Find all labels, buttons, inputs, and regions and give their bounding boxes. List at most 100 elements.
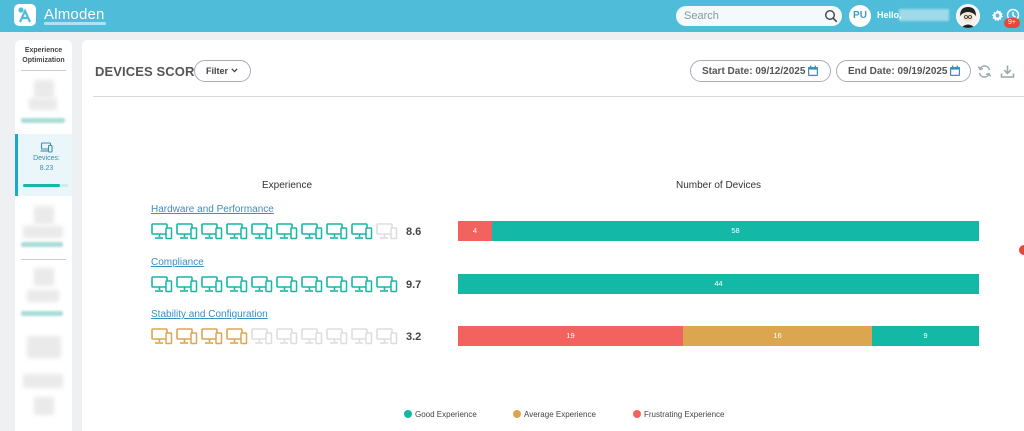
device-experience-icon bbox=[301, 223, 323, 240]
chevron-down-icon bbox=[231, 68, 238, 73]
device-experience-icon bbox=[376, 223, 398, 240]
app-brand-name: Almoden bbox=[44, 6, 105, 23]
floating-action-dot[interactable] bbox=[1019, 245, 1024, 255]
bar-segment-frustrating[interactable]: 19 bbox=[458, 326, 683, 346]
device-experience-icon bbox=[326, 223, 348, 240]
legend-good-label: Good Experience bbox=[415, 410, 477, 419]
devices-score-value: 8.23 bbox=[39, 165, 54, 172]
sidebar-item-redacted-text bbox=[23, 226, 63, 238]
app-tagline bbox=[44, 22, 106, 25]
device-experience-icon bbox=[176, 223, 198, 240]
device-experience-icon bbox=[151, 276, 173, 293]
sidebar-item-redacted-text bbox=[27, 290, 59, 302]
sidebar-item-progress bbox=[21, 118, 65, 123]
search-icon[interactable] bbox=[824, 9, 838, 23]
header-divider bbox=[93, 96, 1024, 97]
top-bar: Almoden PU Hello, 9+ bbox=[0, 0, 1024, 32]
left-sidebar: Experience Optimization Devices: 8.23 bbox=[15, 40, 72, 431]
device-experience-icon bbox=[176, 328, 198, 345]
device-experience-icon bbox=[326, 328, 348, 345]
device-experience-icon bbox=[301, 328, 323, 345]
app-logo-icon[interactable] bbox=[14, 4, 36, 26]
sidebar-item-progress bbox=[21, 242, 63, 247]
sidebar-item-redacted[interactable] bbox=[34, 80, 54, 98]
refresh-icon[interactable] bbox=[977, 64, 992, 79]
legend-good-swatch bbox=[404, 410, 412, 418]
device-experience-icon bbox=[351, 276, 373, 293]
device-experience-icon bbox=[201, 328, 223, 345]
end-date-label: End Date: 09/19/2025 bbox=[848, 66, 948, 77]
experience-column-header: Experience bbox=[262, 180, 313, 191]
redacted-username bbox=[899, 9, 949, 21]
device-experience-icon bbox=[226, 276, 248, 293]
device-experience-icon bbox=[201, 276, 223, 293]
sidebar-item-devices[interactable]: Devices: 8.23 bbox=[15, 134, 72, 196]
device-experience-icon bbox=[276, 223, 298, 240]
legend-frustrating-swatch bbox=[633, 410, 641, 418]
experience-score: 8.6 bbox=[406, 226, 422, 238]
device-count-bar: 4 58 bbox=[458, 221, 979, 241]
device-experience-icon bbox=[326, 276, 348, 293]
device-experience-icon bbox=[201, 223, 223, 240]
sidebar-divider bbox=[21, 259, 66, 260]
legend-frustrating-label: Frustrating Experience bbox=[644, 410, 725, 419]
device-experience-icon bbox=[251, 328, 273, 345]
devices-score-progress-fill bbox=[23, 184, 60, 187]
calendar-icon bbox=[808, 65, 818, 76]
sidebar-item-redacted[interactable] bbox=[27, 336, 61, 358]
sidebar-item-redacted[interactable] bbox=[34, 206, 54, 224]
user-initials-avatar[interactable]: PU bbox=[849, 5, 871, 27]
sidebar-item-redacted[interactable] bbox=[34, 268, 54, 286]
device-experience-icon bbox=[351, 223, 373, 240]
legend-average-swatch bbox=[513, 410, 521, 418]
page-title: DEVICES SCORE bbox=[95, 64, 204, 79]
device-experience-icon bbox=[276, 276, 298, 293]
device-experience-icon bbox=[251, 276, 273, 293]
device-experience-icon bbox=[376, 328, 398, 345]
device-experience-icon bbox=[176, 276, 198, 293]
bar-segment-good[interactable]: 58 bbox=[492, 221, 979, 241]
sidebar-divider bbox=[21, 70, 66, 71]
sidebar-item-progress bbox=[21, 311, 63, 316]
sidebar-item-redacted[interactable] bbox=[34, 397, 54, 415]
start-date-picker[interactable]: Start Date: 09/12/2025 bbox=[690, 60, 831, 82]
search-input[interactable] bbox=[684, 9, 814, 23]
sidebar-title: Experience Optimization bbox=[22, 47, 65, 64]
sidebar-item-devices-label: Devices: 8.23 bbox=[18, 154, 75, 174]
device-experience-icon bbox=[376, 276, 398, 293]
legend-good: Good Experience bbox=[404, 410, 477, 419]
user-avatar[interactable] bbox=[956, 4, 980, 28]
search-box[interactable] bbox=[676, 6, 842, 26]
legend-average: Average Experience bbox=[513, 410, 596, 419]
bar-segment-good[interactable]: 9 bbox=[872, 326, 979, 346]
download-icon[interactable] bbox=[1000, 64, 1015, 79]
devices-score-panel: DEVICES SCORE Filter Start Date: 09/12/2… bbox=[82, 40, 1024, 431]
greeting-text: Hello, bbox=[877, 10, 902, 20]
filter-button-label: Filter bbox=[206, 66, 229, 76]
legend-frustrating: Frustrating Experience bbox=[633, 410, 724, 419]
sidebar-item-redacted-text bbox=[23, 374, 63, 388]
bar-segment-average[interactable]: 16 bbox=[683, 326, 872, 346]
experience-score: 9.7 bbox=[406, 279, 422, 291]
experience-score: 3.2 bbox=[406, 331, 422, 343]
sidebar-item-redacted-text bbox=[29, 98, 57, 110]
devices-score-progress bbox=[23, 184, 68, 187]
device-experience-icon bbox=[226, 223, 248, 240]
devices-label-text: Devices: bbox=[33, 155, 60, 162]
category-link[interactable]: Stability and Configuration bbox=[151, 309, 268, 320]
settings-gear-icon[interactable] bbox=[991, 9, 1004, 22]
legend-average-label: Average Experience bbox=[524, 410, 596, 419]
calendar-icon bbox=[950, 65, 960, 76]
start-date-label: Start Date: 09/12/2025 bbox=[702, 66, 806, 77]
category-link[interactable]: Compliance bbox=[151, 257, 204, 268]
device-count-bar: 44 bbox=[458, 274, 979, 294]
device-experience-icon bbox=[251, 223, 273, 240]
filter-button[interactable]: Filter bbox=[194, 60, 251, 82]
device-experience-icon bbox=[276, 328, 298, 345]
notification-count-badge: 9+ bbox=[1004, 18, 1020, 28]
end-date-picker[interactable]: End Date: 09/19/2025 bbox=[836, 60, 971, 82]
category-link[interactable]: Hardware and Performance bbox=[151, 204, 274, 215]
bar-segment-frustrating[interactable]: 4 bbox=[458, 221, 492, 241]
devices-icon bbox=[40, 142, 53, 153]
bar-segment-good[interactable]: 44 bbox=[458, 274, 979, 294]
